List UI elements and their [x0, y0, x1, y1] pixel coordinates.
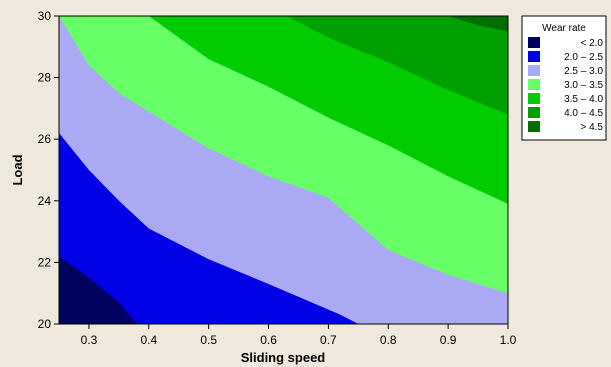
legend-label: < 2.0 [580, 38, 603, 49]
legend-swatch [528, 79, 540, 90]
contour-region-5 [286, 16, 508, 115]
x-tick-label: 0.5 [200, 333, 217, 347]
y-axis: 20 22 24 26 28 30 [38, 9, 59, 331]
x-tick-label: 1.0 [500, 333, 517, 347]
y-tick-label: 30 [38, 9, 52, 23]
x-tick-label: 0.9 [440, 333, 457, 347]
legend-swatch [528, 65, 540, 76]
y-tick-label: 20 [38, 317, 52, 331]
y-tick-label: 22 [38, 255, 52, 269]
x-tick-label: 0.3 [81, 333, 98, 347]
y-axis-title: Load [10, 154, 25, 185]
legend-box [521, 15, 607, 141]
legend-swatch [528, 51, 540, 62]
legend-label: 2.5 – 3.0 [564, 66, 603, 77]
plot-area [58, 15, 509, 325]
x-tick-label: 0.4 [140, 333, 157, 347]
x-tick-label: 0.8 [380, 333, 397, 347]
y-tick-label: 26 [38, 132, 52, 146]
x-tick-label: 0.6 [260, 333, 277, 347]
x-tick-label: 0.7 [320, 333, 337, 347]
legend-label: > 4.5 [580, 122, 603, 133]
plot-frame [58, 15, 509, 325]
legend-label: 2.0 – 2.5 [564, 52, 603, 63]
x-axis-title: Sliding speed [241, 350, 326, 365]
legend-swatch [528, 121, 540, 132]
legend-swatch [528, 93, 540, 104]
y-tick-label: 24 [38, 194, 52, 208]
legend-swatch [528, 37, 540, 48]
legend-swatch [528, 107, 540, 118]
y-tick-label: 28 [38, 71, 52, 85]
legend-label: 3.5 – 4.0 [564, 94, 603, 105]
contour-region-6 [448, 16, 508, 32]
legend-label: 4.0 – 4.5 [564, 108, 603, 119]
legend-title: Wear rate [542, 23, 586, 34]
x-axis: 0.3 0.4 0.5 0.6 0.7 0.8 0.9 1.0 [81, 324, 517, 347]
legend: Wear rate < 2.0 2.0 – 2.5 2.5 – 3.0 3.0 – 3… [521, 15, 607, 141]
legend-label: 3.0 – 3.5 [564, 80, 603, 91]
